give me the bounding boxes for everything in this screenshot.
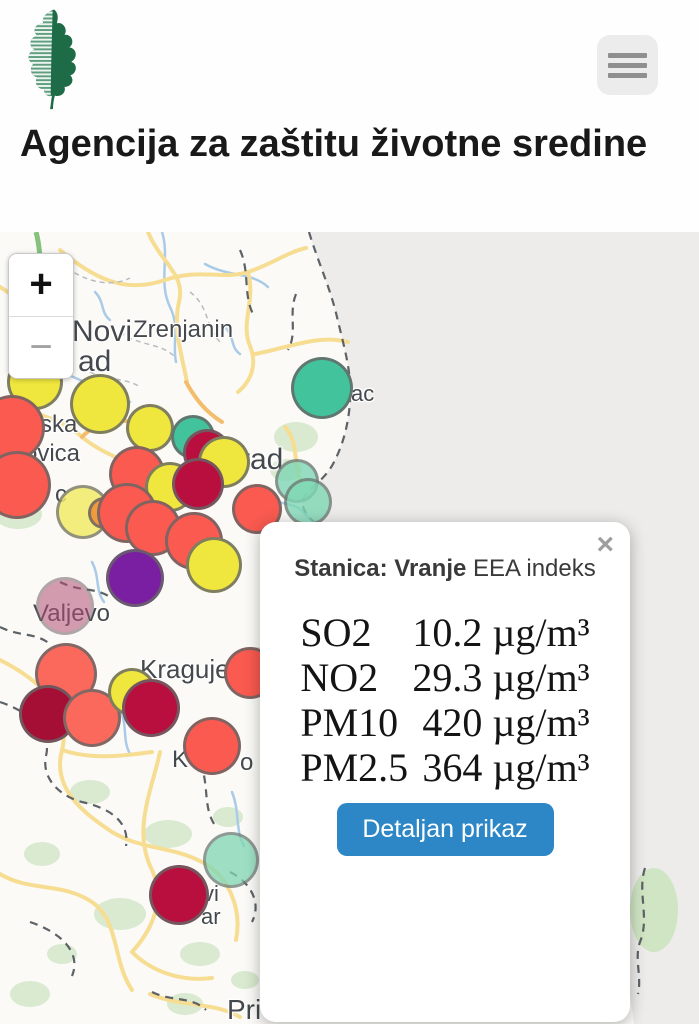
station-marker[interactable] bbox=[70, 374, 130, 434]
measurement-table: SO2 10.2 µg/m³ NO2 29.3 µg/m³ PM10 420 µg/m³ PM2.… bbox=[300, 609, 590, 790]
pollutant-unit: µg/m³ bbox=[492, 655, 590, 700]
station-marker[interactable] bbox=[122, 679, 180, 737]
measurement-row: PM2.5 364 µg/m³ bbox=[300, 744, 590, 790]
pollutant-value: 29.3 bbox=[412, 655, 483, 700]
zoom-control: + − bbox=[8, 253, 74, 379]
zoom-out-button[interactable]: − bbox=[9, 316, 73, 378]
popup-station-name: Stanica: Vranje bbox=[294, 555, 467, 582]
measurement-row: PM10 420 µg/m³ bbox=[300, 699, 590, 745]
station-marker[interactable] bbox=[0, 451, 51, 519]
pollutant-name: PM2.5 bbox=[300, 745, 409, 790]
pollutant-unit: µg/m³ bbox=[492, 700, 590, 745]
map-city-label: ad bbox=[78, 345, 112, 378]
measurement-row: NO2 29.3 µg/m³ bbox=[300, 654, 590, 700]
page-title: Agencija za zaštitu životne sredine bbox=[20, 123, 648, 165]
pollutant-name: NO2 bbox=[300, 655, 379, 700]
pollutant-value: 420 bbox=[422, 700, 483, 745]
map-city-label: ar bbox=[201, 904, 221, 929]
measurement-row: SO2 10.2 µg/m³ bbox=[300, 609, 590, 655]
station-marker[interactable] bbox=[203, 832, 259, 888]
agency-logo[interactable] bbox=[22, 4, 80, 112]
station-marker[interactable] bbox=[284, 478, 332, 526]
station-marker[interactable] bbox=[126, 404, 174, 452]
popup-index-type: EEA indeks bbox=[466, 555, 596, 582]
map-city-label: Zrenjanin bbox=[133, 316, 234, 343]
station-marker[interactable] bbox=[149, 865, 209, 925]
map-city-label: Novi bbox=[72, 315, 133, 348]
station-marker[interactable] bbox=[106, 549, 164, 607]
map-city-label: ac bbox=[351, 381, 375, 406]
pollutant-name: SO2 bbox=[300, 610, 372, 655]
popup-close-icon[interactable]: × bbox=[592, 526, 618, 564]
station-marker[interactable] bbox=[183, 717, 241, 775]
map-city-label: Kraguje bbox=[140, 654, 230, 684]
station-marker[interactable] bbox=[172, 458, 224, 510]
pollutant-value: 364 bbox=[422, 745, 483, 790]
zoom-in-button[interactable]: + bbox=[9, 254, 73, 317]
pollutant-unit: µg/m³ bbox=[492, 610, 590, 655]
station-popup: × Stanica: Vranje EEA indeks SO2 10.2 µg/m… bbox=[260, 522, 630, 1022]
map-city-label: o bbox=[240, 749, 254, 776]
station-marker[interactable] bbox=[186, 537, 242, 593]
map-city-label: Pri bbox=[227, 994, 262, 1024]
detail-view-button[interactable]: Detaljan prikaz bbox=[336, 803, 554, 856]
map-city-label: ska bbox=[40, 411, 78, 438]
pollutant-name: PM10 bbox=[300, 700, 399, 745]
oak-leaf-icon bbox=[28, 9, 76, 110]
popup-title: Stanica: Vranje EEA indeks bbox=[272, 555, 618, 583]
menu-button[interactable] bbox=[597, 35, 658, 95]
station-marker[interactable] bbox=[291, 357, 353, 419]
map[interactable]: NoviadZrenjaninskaovicacradacValjevoKrag… bbox=[0, 232, 699, 1024]
pollutant-unit: µg/m³ bbox=[492, 745, 590, 790]
pollutant-value: 10.2 bbox=[412, 610, 483, 655]
station-marker[interactable] bbox=[36, 577, 94, 635]
page-header: Agencija za zaštitu životne sredine bbox=[0, 0, 699, 232]
